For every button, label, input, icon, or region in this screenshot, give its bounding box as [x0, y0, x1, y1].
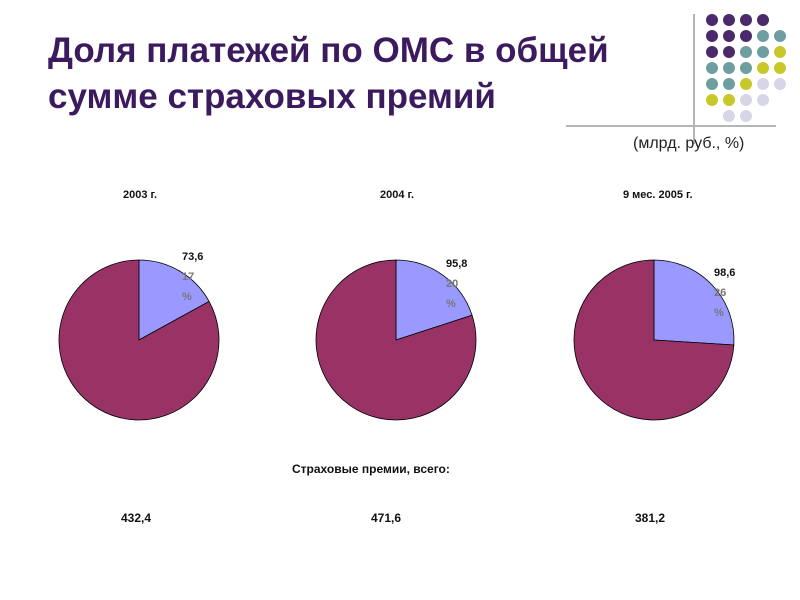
- pie-label-percent: 17: [182, 271, 195, 283]
- decor-dot-grid: [706, 14, 796, 124]
- pie-title-2005: 9 мес. 2005 г.: [623, 189, 693, 201]
- decor-dot: [740, 30, 752, 42]
- pie-label-value: 95,8: [446, 258, 468, 270]
- decor-dot: [740, 110, 752, 122]
- decor-dot: [723, 110, 735, 122]
- pie-slice-1-1: [315, 259, 477, 421]
- pie-label-2005: 98,6 26 %: [714, 258, 736, 328]
- decor-dot: [757, 46, 769, 58]
- decor-dot: [740, 78, 752, 90]
- pie-label-value: 73,6: [182, 251, 204, 263]
- pie-slice-0-1: [58, 259, 220, 421]
- decor-vertical-line: [693, 14, 695, 144]
- pie-label-percent: 26: [714, 287, 727, 299]
- decor-dot: [740, 94, 752, 106]
- pie-slice-1-0: [395, 259, 473, 341]
- decor-dot: [740, 46, 752, 58]
- total-2004: 471,6: [371, 511, 402, 525]
- pie-label-unit: %: [182, 291, 192, 303]
- totals-label: Страховые премии, всего:: [292, 462, 450, 476]
- decor-dot: [757, 62, 769, 74]
- pie-title-2004: 2004 г.: [380, 189, 415, 201]
- total-2003: 432,4: [121, 511, 152, 525]
- decor-dot: [723, 94, 735, 106]
- decor-dot: [706, 46, 718, 58]
- pie-label-unit: %: [714, 307, 724, 319]
- decor-dot: [757, 94, 769, 106]
- pie-label-percent: 20: [446, 278, 459, 290]
- pie-label-2004: 95,8 20 %: [446, 249, 468, 319]
- decor-dot: [723, 46, 735, 58]
- decor-dot: [723, 78, 735, 90]
- page-title: Доля платежей по ОМС в общей сумме страх…: [48, 31, 609, 116]
- pie-label-unit: %: [446, 298, 456, 310]
- decor-dot: [706, 78, 718, 90]
- total-2005: 381,2: [635, 511, 666, 525]
- decor-dot: [757, 78, 769, 90]
- pie-title-2003: 2003 г.: [123, 189, 158, 201]
- decor-dot: [774, 46, 786, 58]
- pie-slice-2-1: [573, 259, 735, 421]
- pie-slice-0-0: [138, 259, 210, 341]
- decor-dot: [706, 94, 718, 106]
- decor-dot: [706, 62, 718, 74]
- decor-dot: [774, 78, 786, 90]
- decor-dot: [706, 30, 718, 42]
- units-label: (млрд. руб., %): [633, 135, 745, 152]
- decor-dot: [774, 62, 786, 74]
- pie-label-value: 98,6: [714, 267, 736, 279]
- decor-dot: [740, 14, 752, 26]
- decor-dot: [723, 30, 735, 42]
- decor-horizontal-line: [566, 125, 776, 127]
- pie-label-2003: 73,6 17 %: [182, 242, 204, 312]
- decor-dot: [757, 30, 769, 42]
- decor-dot: [774, 30, 786, 42]
- pie-slice-2-0: [653, 259, 735, 346]
- decor-dot: [723, 14, 735, 26]
- decor-dot: [740, 62, 752, 74]
- decor-dot: [757, 14, 769, 26]
- decor-dot: [706, 14, 718, 26]
- decor-dot: [723, 62, 735, 74]
